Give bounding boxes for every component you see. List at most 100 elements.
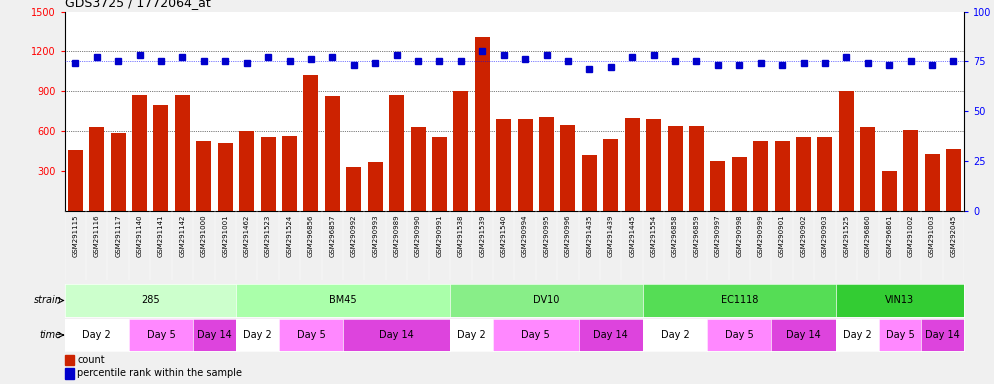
Text: GSM291115: GSM291115 xyxy=(73,215,79,257)
Bar xyxy=(89,127,104,211)
Bar xyxy=(753,141,768,211)
Text: Day 2: Day 2 xyxy=(243,330,271,340)
Text: BM45: BM45 xyxy=(329,295,357,306)
Bar xyxy=(240,131,254,211)
Text: GSM290997: GSM290997 xyxy=(715,215,721,257)
Text: GSM291554: GSM291554 xyxy=(651,215,657,257)
Text: time: time xyxy=(39,330,62,340)
Bar xyxy=(646,119,661,211)
Text: GSM291439: GSM291439 xyxy=(607,215,613,257)
Text: GSM291003: GSM291003 xyxy=(929,215,935,257)
Text: GSM291435: GSM291435 xyxy=(586,215,592,257)
Text: Day 2: Day 2 xyxy=(83,330,111,340)
Text: GSM290990: GSM290990 xyxy=(415,215,421,257)
Bar xyxy=(389,95,405,211)
Bar xyxy=(153,105,169,211)
Bar xyxy=(260,137,275,211)
Text: GSM291000: GSM291000 xyxy=(201,215,207,257)
Bar xyxy=(475,37,490,211)
Text: EC1118: EC1118 xyxy=(721,295,758,306)
Text: GSM291142: GSM291142 xyxy=(179,215,186,257)
Text: GSM292045: GSM292045 xyxy=(950,215,956,257)
Text: Day 2: Day 2 xyxy=(843,330,872,340)
Text: GSM290902: GSM290902 xyxy=(800,215,806,257)
Bar xyxy=(110,132,125,211)
Bar xyxy=(774,141,789,211)
Text: GSM291001: GSM291001 xyxy=(223,215,229,257)
Bar xyxy=(325,96,340,211)
Text: GSM291140: GSM291140 xyxy=(136,215,142,257)
Text: Day 5: Day 5 xyxy=(725,330,753,340)
Bar xyxy=(668,126,683,211)
Text: count: count xyxy=(78,355,104,365)
Bar xyxy=(282,136,297,211)
Text: GSM290992: GSM290992 xyxy=(351,215,357,257)
Bar xyxy=(303,75,318,211)
Bar xyxy=(218,143,233,211)
Text: GSM291539: GSM291539 xyxy=(479,215,485,257)
Text: Day 14: Day 14 xyxy=(380,330,414,340)
Bar xyxy=(561,125,576,211)
Bar xyxy=(946,149,961,211)
Text: GSM291462: GSM291462 xyxy=(244,215,249,257)
Text: GSM290901: GSM290901 xyxy=(779,215,785,257)
Bar xyxy=(689,126,704,211)
Bar xyxy=(882,171,897,211)
Text: GSM290903: GSM290903 xyxy=(822,215,828,257)
Bar xyxy=(132,95,147,211)
Bar xyxy=(581,155,596,211)
Text: GSM290991: GSM290991 xyxy=(436,215,442,257)
Text: GDS3725 / 1772064_at: GDS3725 / 1772064_at xyxy=(65,0,211,9)
Text: Day 5: Day 5 xyxy=(296,330,325,340)
Text: GSM290989: GSM290989 xyxy=(394,215,400,257)
Text: GSM296857: GSM296857 xyxy=(329,215,335,257)
Bar xyxy=(796,137,811,211)
Bar xyxy=(924,154,939,211)
Text: GSM291524: GSM291524 xyxy=(286,215,292,257)
Text: DV10: DV10 xyxy=(534,295,560,306)
Text: GSM291538: GSM291538 xyxy=(458,215,464,257)
Bar xyxy=(346,167,361,211)
Text: GSM291002: GSM291002 xyxy=(908,215,913,257)
Bar xyxy=(496,119,511,211)
Text: GSM296858: GSM296858 xyxy=(672,215,678,257)
Text: GSM291540: GSM291540 xyxy=(501,215,507,257)
Bar xyxy=(65,368,74,379)
Text: Day 2: Day 2 xyxy=(457,330,486,340)
Text: Day 14: Day 14 xyxy=(593,330,628,340)
Bar xyxy=(860,127,876,211)
Text: GSM296856: GSM296856 xyxy=(308,215,314,257)
Bar xyxy=(518,119,533,211)
Text: GSM290998: GSM290998 xyxy=(737,215,743,257)
Text: GSM296860: GSM296860 xyxy=(865,215,871,257)
Text: GSM291141: GSM291141 xyxy=(158,215,164,257)
Bar xyxy=(904,130,918,211)
Bar xyxy=(175,95,190,211)
Bar xyxy=(453,91,468,211)
Text: Day 5: Day 5 xyxy=(886,330,914,340)
Bar xyxy=(539,117,554,211)
Text: GSM296861: GSM296861 xyxy=(887,215,893,257)
Text: GSM291525: GSM291525 xyxy=(843,215,850,257)
Bar xyxy=(817,137,832,211)
Text: GSM290996: GSM290996 xyxy=(565,215,571,257)
Text: Day 14: Day 14 xyxy=(786,330,821,340)
Text: GSM291117: GSM291117 xyxy=(115,215,121,257)
Text: percentile rank within the sample: percentile rank within the sample xyxy=(78,368,242,379)
Text: GSM291116: GSM291116 xyxy=(93,215,99,257)
Bar xyxy=(68,150,83,211)
Bar xyxy=(839,91,854,211)
Text: GSM296859: GSM296859 xyxy=(694,215,700,257)
Text: Day 14: Day 14 xyxy=(925,330,960,340)
Text: 285: 285 xyxy=(141,295,160,306)
Bar xyxy=(411,127,425,211)
Bar xyxy=(732,157,746,211)
Text: GSM290999: GSM290999 xyxy=(757,215,763,257)
Bar xyxy=(432,137,447,211)
Text: Day 5: Day 5 xyxy=(147,330,175,340)
Text: strain: strain xyxy=(34,295,62,306)
Bar xyxy=(368,162,383,211)
Text: GSM290995: GSM290995 xyxy=(544,215,550,257)
Bar xyxy=(197,141,212,211)
Bar xyxy=(711,161,726,211)
